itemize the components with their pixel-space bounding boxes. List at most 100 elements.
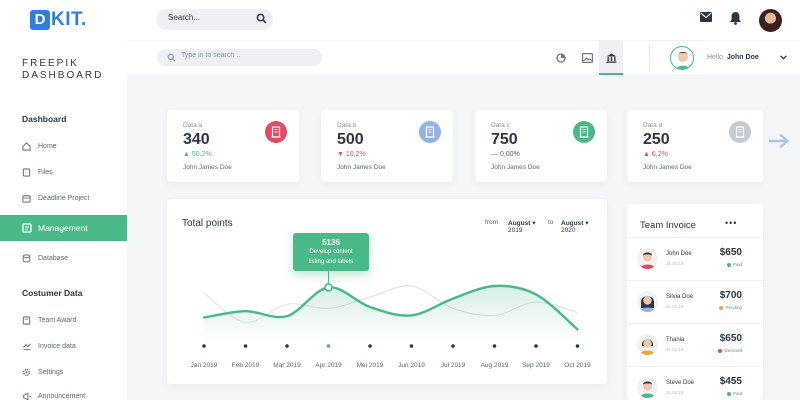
invoice-row[interactable]: John Doe 21.01.19 $650 Paid	[627, 237, 763, 277]
line-chart	[202, 271, 580, 348]
x-axis-dot	[285, 344, 289, 348]
sidebar: FREEPIK DASHBOARD Dashboard Home Files D…	[0, 40, 127, 400]
stat-card-data-d[interactable]: Data d 250 ▲ 6,2% John James Doe	[627, 110, 763, 182]
arrow-right-icon[interactable]	[768, 133, 790, 149]
chevron-down-icon[interactable]	[780, 55, 787, 60]
avatar	[637, 334, 658, 355]
invoice-name: Silvia Doe	[666, 294, 694, 300]
tab-overview[interactable]	[549, 41, 573, 75]
sidebar-item-label: Database	[38, 255, 68, 262]
invoice-row[interactable]: Silvia Doe 21.01.19 $700 Pending	[627, 280, 763, 320]
stat-card-data-c[interactable]: Data c 750 — 0,00% John James Doe	[475, 110, 607, 182]
user-avatar[interactable]	[670, 46, 694, 70]
sidebar-item-settings[interactable]: Settings	[0, 366, 127, 380]
avatar-image	[640, 381, 655, 398]
arrow-up-icon: ▲	[183, 151, 190, 158]
profile-avatar[interactable]	[759, 9, 782, 32]
team-invoice-title: Team Invoice	[640, 220, 696, 231]
range-from-month: August	[508, 220, 531, 227]
total-points-card: Total points from August ▾ 2019 to August…	[167, 199, 607, 384]
sidebar-item-announcement[interactable]: Announcement	[0, 390, 127, 400]
logo-mark[interactable]: D	[30, 10, 50, 30]
sidebar-item-label: Settings	[38, 369, 64, 376]
x-axis-dot	[326, 344, 331, 348]
series-line-primary	[202, 284, 579, 331]
stat-value: 750	[491, 131, 518, 148]
stat-change-value: 0,00%	[499, 151, 520, 158]
mail-icon[interactable]	[700, 12, 712, 22]
range-to-label: to	[548, 219, 554, 226]
more-icon[interactable]: •••	[725, 218, 738, 228]
sub-search-input[interactable]	[181, 52, 311, 59]
sidebar-item-label: Management	[38, 223, 88, 233]
invoice-amount: $650	[719, 333, 742, 344]
invoice-date: 21.01.19	[666, 347, 684, 352]
status-text: Paid	[732, 262, 742, 267]
stat-value: 500	[337, 131, 364, 148]
stat-value: 340	[183, 131, 210, 148]
range-from-picker[interactable]: August ▾ 2019	[508, 219, 535, 234]
calendar-icon	[22, 195, 31, 203]
invoice-row[interactable]: Thania 21.01.19 $650 Declined	[627, 323, 763, 363]
image-icon	[582, 53, 593, 63]
management-icon	[22, 223, 32, 233]
chart-title: Total points	[182, 218, 233, 229]
arrow-up-icon: ▲	[643, 151, 650, 158]
x-axis-label: Jan 2019	[190, 362, 218, 369]
stat-card-data-b[interactable]: Data b 500 ▼ 10,2% John James Doe	[321, 110, 453, 182]
sidebar-item-management[interactable]: Management	[0, 215, 127, 241]
bell-icon[interactable]	[729, 11, 742, 25]
invoice-row[interactable]: Steve Doe 21.01.19 $455 Paid	[627, 366, 763, 400]
stat-badge	[573, 121, 595, 143]
x-axis-label: Jun 2019	[398, 362, 425, 369]
sidebar-item-label: Team Award	[38, 317, 77, 324]
range-to-year: 2020	[561, 227, 576, 234]
megaphone-icon	[22, 392, 32, 400]
top-search-input[interactable]	[168, 13, 253, 22]
sidebar-item-home[interactable]: Home	[0, 140, 127, 154]
status-dot	[726, 262, 731, 267]
search-icon[interactable]	[167, 53, 176, 62]
sidebar-item-invoice-data[interactable]: Invoice data	[0, 340, 127, 354]
sidebar-item-deadline-project[interactable]: Deadline Project	[0, 192, 127, 206]
status-text: Paid	[732, 391, 742, 396]
x-axis-label: Feb 2019	[231, 362, 260, 369]
invoice-name: John Doe	[666, 251, 692, 257]
gear-icon	[22, 368, 31, 377]
x-axis-label: Sep 2019	[522, 362, 550, 369]
user-greeting[interactable]: Hello, John Doe	[707, 54, 759, 61]
user-avatar-image	[675, 52, 691, 69]
sidebar-item-team-award[interactable]: Team Award	[0, 314, 127, 328]
x-axis-dot	[368, 344, 372, 348]
tooltip-line-2: listing and labels	[308, 259, 354, 265]
invoice-date: 21.01.19	[666, 304, 684, 309]
stat-change-value: 10,2%	[345, 151, 366, 158]
status-badge: Paid	[726, 391, 742, 396]
tab-bank[interactable]	[599, 41, 623, 75]
stat-label: Data a	[183, 122, 203, 129]
logo-text[interactable]: KIT.	[51, 9, 87, 30]
sidebar-item-database[interactable]: Database	[0, 252, 127, 266]
search-icon[interactable]	[256, 13, 267, 24]
avatar-image	[640, 339, 655, 355]
x-axis-label: Apr 2019	[315, 362, 342, 369]
sidebar-item-files[interactable]: Files	[0, 166, 127, 180]
stat-owner: John James Doe	[183, 164, 232, 171]
stat-owner: John James Doe	[337, 164, 386, 171]
range-to-picker[interactable]: August ▾ 2020	[561, 219, 588, 234]
x-axis-label: Jul 2019	[440, 362, 466, 369]
stat-card-data-a[interactable]: Data a 340 ▲ 50,2% John James Doe	[167, 110, 299, 182]
brand-line-1: FREEPIK	[22, 58, 79, 69]
invoice-icon	[23, 343, 31, 351]
x-axis-label: Mar 2019	[273, 362, 301, 369]
divider	[649, 45, 650, 71]
range-from-year: 2019	[508, 227, 523, 234]
home-icon	[22, 142, 31, 151]
stat-value: 250	[643, 131, 670, 148]
arrow-down-icon: ▼	[337, 151, 344, 158]
tab-gallery[interactable]	[575, 41, 599, 75]
database-icon	[22, 254, 31, 263]
caret-down-icon: ▾	[585, 220, 589, 227]
building-icon	[735, 126, 745, 138]
x-axis-label: Mei 2019	[356, 362, 384, 369]
